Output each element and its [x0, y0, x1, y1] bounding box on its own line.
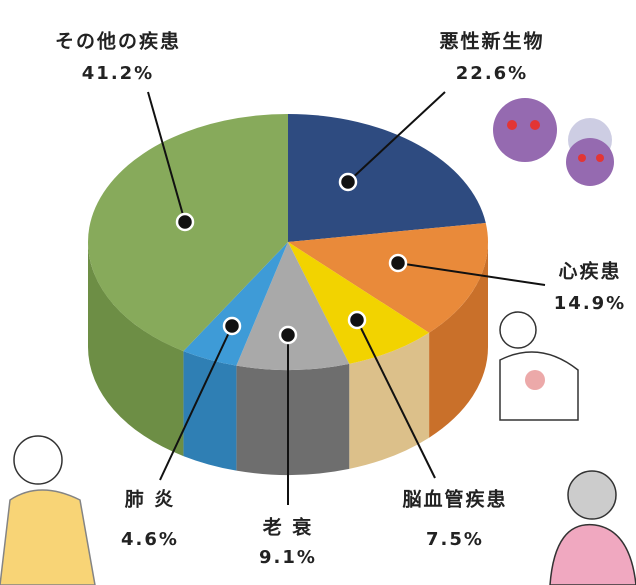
category-label: 悪性新生物: [439, 30, 544, 53]
virus-illustration: [493, 98, 614, 186]
slice: [288, 114, 486, 242]
leader-dot: [224, 318, 240, 334]
value-label: 4.6%: [121, 529, 179, 550]
category-label: 老 衰: [263, 516, 314, 539]
chart: 悪性新生物 22.6% 心疾患 14.9% 脳血管疾患 7.5% 老 衰 9.1% 肺 炎 4.6…: [0, 0, 636, 585]
leader-dot: [177, 214, 193, 230]
slice-side: [236, 364, 349, 475]
leader-dot: [349, 312, 365, 328]
value-label: 7.5%: [426, 529, 484, 550]
value-label: 41.2%: [82, 63, 154, 84]
leader-dot: [280, 327, 296, 343]
value-label: 9.1%: [259, 547, 317, 568]
leader-dot: [390, 255, 406, 271]
value-label: 22.6%: [456, 63, 528, 84]
leader-dot: [340, 174, 356, 190]
category-label: その他の疾患: [55, 30, 181, 53]
category-label: 肺 炎: [125, 489, 176, 511]
category-label: 心疾患: [558, 260, 621, 283]
category-label: 脳血管疾患: [401, 488, 507, 511]
value-label: 14.9%: [554, 293, 626, 314]
